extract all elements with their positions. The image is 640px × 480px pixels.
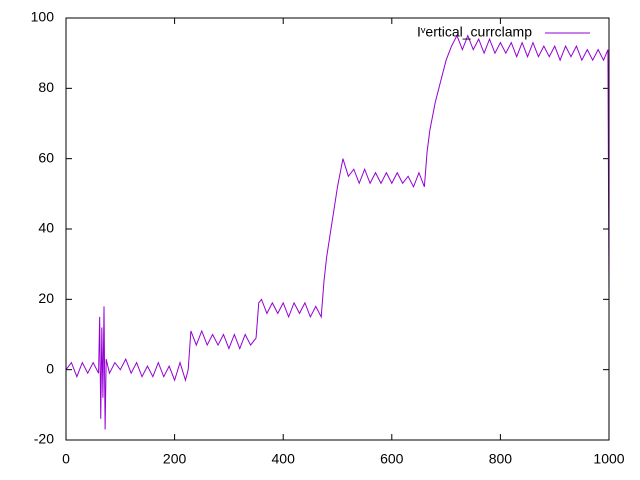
legend-label: Iᵛertical_currclamp: [417, 24, 532, 40]
x-tick-label: 0: [62, 451, 70, 467]
x-tick-label: 600: [380, 451, 404, 467]
x-tick-label: 400: [272, 451, 296, 467]
y-tick-label: 0: [46, 360, 54, 376]
y-tick-label: 40: [38, 220, 54, 236]
plot-frame: [65, 17, 610, 441]
y-tick-label: 20: [38, 290, 54, 306]
y-tick-label: 60: [38, 149, 54, 165]
y-tick-label: 80: [38, 79, 54, 95]
data-line: [65, 34, 610, 430]
x-tick-label: 1000: [593, 451, 624, 467]
x-tick-label: 800: [489, 451, 513, 467]
y-tick-label: -20: [34, 431, 54, 447]
x-tick-label: 200: [163, 451, 187, 467]
y-tick-label: 100: [31, 9, 55, 25]
